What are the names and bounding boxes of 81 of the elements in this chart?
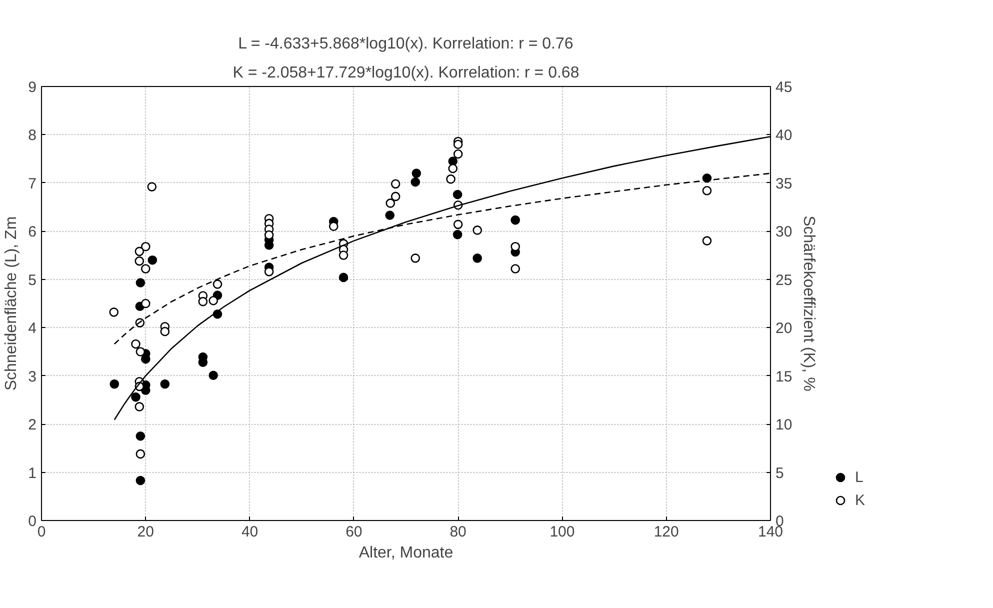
x-tick-label: 40	[241, 524, 258, 540]
point	[136, 476, 146, 486]
legend-label: K	[855, 492, 866, 508]
y2-tick-label: 30	[776, 224, 792, 241]
point	[510, 264, 520, 274]
x-axis-title: Alter, Monate	[358, 544, 454, 562]
point	[385, 210, 395, 220]
x-tick-label: 120	[654, 524, 679, 540]
point	[264, 230, 274, 240]
point	[134, 246, 144, 256]
x-tick-label: 60	[346, 524, 362, 540]
point	[453, 140, 463, 150]
point	[453, 220, 463, 230]
y2-tick-label: 20	[776, 320, 792, 338]
y2-tick-label: 40	[776, 127, 792, 144]
point	[160, 379, 170, 389]
point	[390, 179, 400, 189]
point	[702, 236, 712, 246]
y-tick-label: 2	[28, 416, 36, 434]
point	[328, 222, 338, 231]
point	[702, 186, 712, 196]
point	[140, 264, 150, 274]
y-tick-label: 0	[28, 513, 36, 530]
point	[140, 242, 150, 252]
point	[338, 250, 348, 260]
y-tick-label: 8	[28, 127, 36, 144]
y-tick-label: 5	[28, 272, 36, 289]
y2-tick-label: 25	[776, 272, 792, 289]
point	[140, 298, 150, 308]
point	[410, 254, 420, 263]
y-tick-label: 1	[28, 464, 36, 482]
chart-title: L = -4.633+5.868*log10(x). Korrelation: r = 0.76	[238, 36, 574, 52]
point	[208, 370, 218, 380]
point	[446, 174, 456, 184]
y-tick-label: 9	[28, 79, 36, 96]
point	[510, 242, 520, 252]
point	[148, 255, 158, 265]
x-tick-label: 80	[450, 524, 466, 540]
y-tick-label: 7	[28, 175, 36, 192]
point	[136, 347, 146, 356]
point	[472, 254, 482, 263]
point	[136, 278, 146, 288]
point	[510, 215, 520, 225]
y2-tick-label: 15	[776, 368, 792, 386]
point	[160, 326, 170, 336]
y2-tick-label: 10	[776, 416, 792, 434]
y2-tick-label: 5	[776, 464, 784, 482]
y2-tick-label: 35	[776, 175, 792, 192]
point	[412, 168, 422, 178]
point	[410, 177, 420, 187]
y-tick-label: 6	[28, 224, 36, 241]
point	[131, 392, 140, 402]
x-tick-label: 100	[550, 524, 575, 540]
point	[136, 431, 146, 441]
y2-tick-label: 45	[776, 79, 792, 96]
point	[390, 192, 400, 202]
point	[338, 272, 348, 282]
point	[109, 308, 119, 317]
point	[131, 339, 140, 349]
point	[198, 296, 208, 306]
point	[453, 149, 463, 159]
point	[134, 402, 144, 412]
y-tick-label: 3	[28, 368, 36, 386]
point	[136, 449, 146, 459]
point	[110, 379, 120, 389]
y-axis-title: Schneidenfläche (L), Zm	[3, 216, 20, 391]
point	[386, 198, 396, 208]
point	[472, 226, 482, 235]
point	[264, 267, 274, 276]
point	[147, 182, 157, 192]
point	[212, 280, 222, 289]
point	[134, 256, 144, 266]
point	[452, 230, 462, 240]
y2-axis-title: Schärfekoeffizient (K), %	[800, 216, 818, 392]
chart-subtitle: K = -2.058+17.729*log10(x). Korrelation: r = 0.68	[232, 64, 580, 82]
point	[208, 296, 218, 306]
x-tick-label: 20	[137, 524, 154, 540]
point	[448, 164, 458, 174]
legend-label: L	[855, 468, 864, 486]
point	[452, 190, 462, 200]
y-tick-label: 4	[28, 320, 36, 338]
